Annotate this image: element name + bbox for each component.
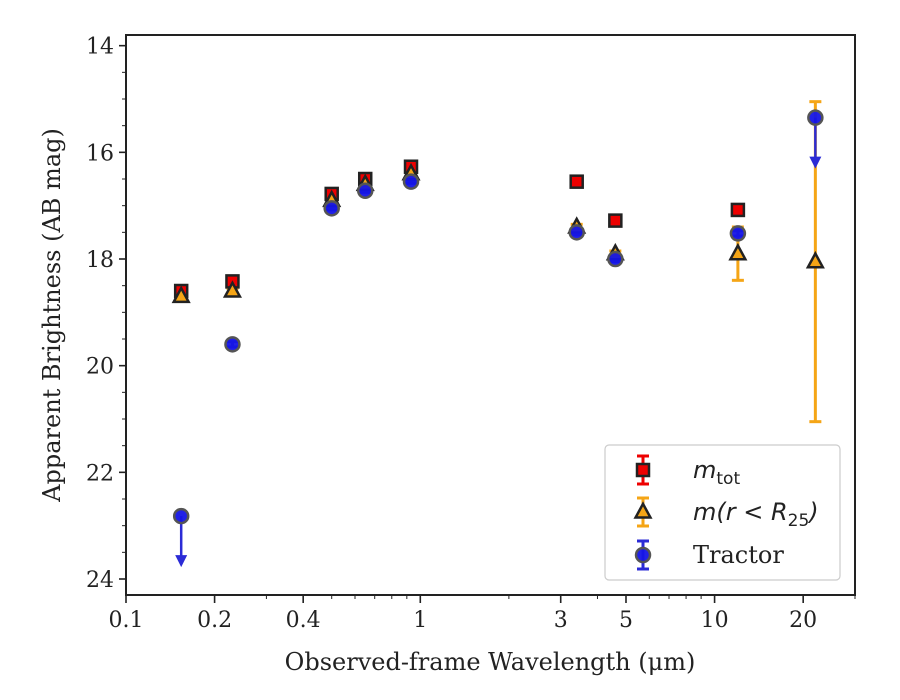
data-point-circle	[729, 225, 747, 242]
data-point-circle	[172, 507, 190, 525]
legend-marker-square	[635, 462, 651, 478]
x-tick-label: 0.2	[197, 608, 232, 633]
upper-limit-arrow-head	[175, 555, 188, 568]
y-tick-label: 16	[86, 141, 114, 166]
legend-box	[604, 444, 841, 581]
data-point-triangle	[805, 250, 825, 269]
y-tick-label: 22	[86, 461, 114, 486]
legend-label: m(r < R25)	[693, 498, 819, 531]
y-tick-label: 24	[86, 568, 114, 593]
x-axis-label: Observed-frame Wavelength (μm)	[285, 648, 696, 676]
data-point-square	[569, 174, 584, 189]
data-point-square	[730, 202, 746, 218]
legend-label: Tractor	[693, 541, 784, 569]
y-tick-label: 20	[86, 355, 114, 380]
data-point-triangle	[222, 280, 242, 298]
x-tick-label: 1	[413, 608, 427, 633]
x-tick-label: 10	[701, 608, 729, 633]
data-point-circle	[323, 200, 340, 217]
data-point-circle	[356, 182, 374, 199]
x-tick-label: 20	[789, 608, 817, 633]
y-tick-label: 14	[86, 35, 114, 60]
x-tick-label: 0.4	[286, 608, 321, 633]
x-tick-label: 0.1	[109, 608, 144, 633]
plot-frame	[125, 34, 856, 596]
data-series	[171, 100, 825, 568]
series-triangle-points	[171, 162, 825, 304]
series-circle-points	[172, 109, 824, 525]
legend-marker-triangle	[633, 501, 653, 519]
data-point-circle	[224, 336, 241, 353]
y-axis-label: Apparent Brightness (AB mag)	[38, 128, 66, 503]
legend: mtot m(r < R25) Tractor	[604, 444, 841, 581]
x-tick-label: 5	[619, 608, 633, 633]
data-point-triangle	[171, 285, 191, 304]
data-point-circle	[402, 173, 420, 190]
legend-marker-circle	[634, 546, 652, 564]
x-tick-label: 3	[554, 608, 568, 633]
legend-label: mtot	[693, 456, 740, 489]
data-point-square	[608, 213, 623, 228]
series-square-points	[173, 159, 746, 299]
data-point-triangle	[728, 242, 748, 261]
axis-ticks: 14 16 18 20 22 24 0.1 0.2 0.4 1 3 5 10 20	[86, 35, 856, 633]
data-point-circle	[607, 250, 624, 268]
series-square-errors	[175, 163, 744, 298]
data-point-circle	[807, 109, 824, 126]
series-triangle-errors	[175, 100, 822, 424]
upper-limit-arrow-head	[809, 156, 822, 169]
data-point-circle	[568, 224, 585, 241]
y-tick-label: 18	[86, 248, 114, 273]
